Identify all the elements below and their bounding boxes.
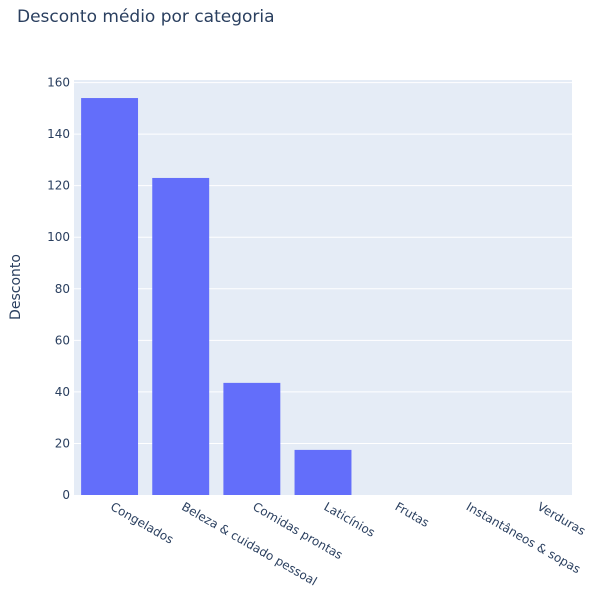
- y-axis-title: Desconto: [8, 254, 24, 320]
- y-tick-label: 60: [55, 333, 70, 347]
- y-axis-ticks: 0 20 40 60 80 100 120 140 160: [47, 76, 70, 502]
- x-tick-label: Laticínios: [322, 499, 378, 539]
- bar: [81, 98, 139, 495]
- x-axis-ticks: Congelados Beleza & cuidado pessoalComida…: [108, 499, 588, 588]
- x-tick-label: Congelados: [108, 499, 176, 546]
- y-tick-label: 20: [55, 436, 70, 450]
- bar: [294, 449, 352, 495]
- x-tick-label: Frutas: [393, 499, 432, 530]
- x-tick-label: Verduras: [535, 499, 588, 538]
- y-tick-label: 80: [55, 282, 70, 296]
- y-tick-label: 0: [62, 488, 70, 502]
- chart-title: Desconto médio por categoria: [17, 7, 275, 27]
- x-tick-label: Instantâneos & sopas: [464, 499, 583, 576]
- y-tick-label: 40: [55, 385, 70, 399]
- bar: [152, 177, 210, 495]
- y-tick-label: 100: [47, 230, 70, 244]
- y-tick-label: 120: [47, 179, 70, 193]
- y-tick-label: 160: [47, 76, 70, 90]
- bars: [81, 98, 352, 495]
- y-tick-label: 140: [47, 127, 70, 141]
- plot-area: [74, 80, 572, 495]
- x-tick-label: Beleza & cuidado pessoal: [179, 499, 319, 588]
- bar: [223, 382, 281, 495]
